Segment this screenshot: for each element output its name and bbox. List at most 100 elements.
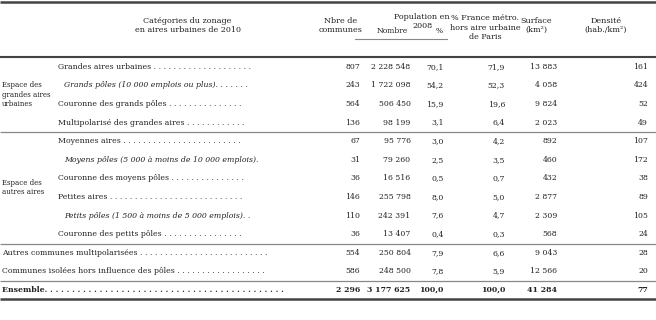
Text: 38: 38	[638, 174, 648, 182]
Text: Couronne des moyens pôles . . . . . . . . . . . . . . .: Couronne des moyens pôles . . . . . . . …	[58, 174, 244, 182]
Text: 506 450: 506 450	[379, 100, 411, 108]
Text: 49: 49	[638, 118, 648, 126]
Text: 568: 568	[543, 230, 558, 238]
Text: 16 516: 16 516	[383, 174, 411, 182]
Text: 100,0: 100,0	[419, 286, 443, 294]
Text: Petites aires . . . . . . . . . . . . . . . . . . . . . . . . . . .: Petites aires . . . . . . . . . . . . . …	[58, 193, 243, 201]
Text: 24: 24	[638, 230, 648, 238]
Text: 0,7: 0,7	[493, 174, 505, 182]
Text: Moyens pôles (5 000 à moins de 10 000 emplois).: Moyens pôles (5 000 à moins de 10 000 em…	[64, 156, 259, 164]
Text: 70,1: 70,1	[426, 63, 443, 71]
Text: 77: 77	[637, 286, 648, 294]
Text: 54,2: 54,2	[426, 81, 443, 89]
Text: 52,3: 52,3	[488, 81, 505, 89]
Text: 52: 52	[638, 100, 648, 108]
Text: Grandes aires urbaines . . . . . . . . . . . . . . . . . . . .: Grandes aires urbaines . . . . . . . . .…	[58, 63, 251, 71]
Text: 89: 89	[638, 193, 648, 201]
Text: 31: 31	[350, 156, 360, 164]
Text: 242 391: 242 391	[379, 212, 411, 220]
Text: 136: 136	[345, 118, 360, 126]
Text: 2 309: 2 309	[535, 212, 558, 220]
Text: 12 566: 12 566	[531, 268, 558, 276]
Text: 110: 110	[345, 212, 360, 220]
Text: 243: 243	[346, 81, 360, 89]
Text: 586: 586	[346, 268, 360, 276]
Text: 554: 554	[346, 249, 360, 257]
Text: 20: 20	[638, 268, 648, 276]
Text: Espace des
autres aires: Espace des autres aires	[2, 179, 44, 196]
Text: 892: 892	[543, 137, 558, 145]
Text: Densité
(hab./km²): Densité (hab./km²)	[584, 17, 627, 34]
Text: 3,0: 3,0	[431, 137, 443, 145]
Text: 105: 105	[633, 212, 648, 220]
Text: 67: 67	[350, 137, 360, 145]
Text: Catégories du zonage
en aires urbaines de 2010: Catégories du zonage en aires urbaines d…	[134, 17, 241, 34]
Text: 2,5: 2,5	[432, 156, 443, 164]
Text: Ensemble. . . . . . . . . . . . . . . . . . . . . . . . . . . . . . . . . . . . : Ensemble. . . . . . . . . . . . . . . . …	[2, 286, 284, 294]
Text: 248 500: 248 500	[379, 268, 411, 276]
Text: 98 199: 98 199	[383, 118, 411, 126]
Text: 564: 564	[346, 100, 360, 108]
Text: 161: 161	[633, 63, 648, 71]
Text: 8,0: 8,0	[432, 193, 443, 201]
Text: 807: 807	[346, 63, 360, 71]
Text: 2 296: 2 296	[336, 286, 360, 294]
Text: Nombre: Nombre	[377, 27, 407, 35]
Text: 6,6: 6,6	[493, 249, 505, 257]
Text: Couronne des petits pôles . . . . . . . . . . . . . . . .: Couronne des petits pôles . . . . . . . …	[58, 230, 242, 238]
Text: Petits pôles (1 500 à moins de 5 000 emplois). .: Petits pôles (1 500 à moins de 5 000 emp…	[64, 212, 251, 220]
Text: 0,3: 0,3	[493, 230, 505, 238]
Text: 36: 36	[350, 174, 360, 182]
Text: 4,7: 4,7	[493, 212, 505, 220]
Text: 107: 107	[633, 137, 648, 145]
Text: 5,0: 5,0	[493, 193, 505, 201]
Text: 13 407: 13 407	[383, 230, 411, 238]
Text: 28: 28	[638, 249, 648, 257]
Text: 7,9: 7,9	[432, 249, 443, 257]
Text: 15,9: 15,9	[426, 100, 443, 108]
Text: 7,8: 7,8	[432, 268, 443, 276]
Text: 41 284: 41 284	[527, 286, 558, 294]
Text: Population en
2008: Population en 2008	[394, 13, 450, 30]
Text: Communes isolées hors influence des pôles . . . . . . . . . . . . . . . . . .: Communes isolées hors influence des pôle…	[2, 268, 265, 276]
Text: 460: 460	[543, 156, 558, 164]
Text: 1 722 098: 1 722 098	[371, 81, 411, 89]
Text: 250 804: 250 804	[379, 249, 411, 257]
Text: 3 177 625: 3 177 625	[367, 286, 411, 294]
Text: Surface
(km²): Surface (km²)	[520, 17, 552, 34]
Text: 2 877: 2 877	[535, 193, 558, 201]
Text: 6,4: 6,4	[493, 118, 505, 126]
Text: 2 023: 2 023	[535, 118, 558, 126]
Text: 4,2: 4,2	[493, 137, 505, 145]
Text: 9 043: 9 043	[535, 249, 558, 257]
Text: 255 798: 255 798	[379, 193, 411, 201]
Text: 36: 36	[350, 230, 360, 238]
Text: 9 824: 9 824	[535, 100, 558, 108]
Text: 432: 432	[543, 174, 558, 182]
Text: Autres communes multipolarisées . . . . . . . . . . . . . . . . . . . . . . . . : Autres communes multipolarisées . . . . …	[2, 249, 268, 257]
Text: %: %	[436, 27, 443, 35]
Text: 79 260: 79 260	[383, 156, 411, 164]
Text: 2 228 548: 2 228 548	[371, 63, 411, 71]
Text: 0,4: 0,4	[432, 230, 443, 238]
Text: 4 058: 4 058	[535, 81, 558, 89]
Text: Nbre de
communes: Nbre de communes	[319, 17, 363, 34]
Text: 172: 172	[633, 156, 648, 164]
Text: Couronne des grands pôles . . . . . . . . . . . . . . .: Couronne des grands pôles . . . . . . . …	[58, 100, 242, 108]
Text: 0,5: 0,5	[432, 174, 443, 182]
Text: Espace des
grandes aires
urbaines: Espace des grandes aires urbaines	[2, 81, 51, 108]
Text: 95 776: 95 776	[384, 137, 411, 145]
Text: 7,6: 7,6	[432, 212, 443, 220]
Text: Multipolarisé des grandes aires . . . . . . . . . . . .: Multipolarisé des grandes aires . . . . …	[58, 118, 245, 126]
Text: 100,0: 100,0	[481, 286, 505, 294]
Text: Grands pôles (10 000 emplois ou plus). . . . . . .: Grands pôles (10 000 emplois ou plus). .…	[64, 81, 249, 89]
Text: 71,9: 71,9	[487, 63, 505, 71]
Text: 146: 146	[346, 193, 360, 201]
Text: 424: 424	[633, 81, 648, 89]
Text: 13 883: 13 883	[530, 63, 558, 71]
Text: Moyennes aires . . . . . . . . . . . . . . . . . . . . . . . .: Moyennes aires . . . . . . . . . . . . .…	[58, 137, 241, 145]
Text: 3,1: 3,1	[431, 118, 443, 126]
Text: 19,6: 19,6	[487, 100, 505, 108]
Text: 3,5: 3,5	[493, 156, 505, 164]
Text: % France métro.
hors aire urbaine
de Paris: % France métro. hors aire urbaine de Par…	[449, 14, 520, 41]
